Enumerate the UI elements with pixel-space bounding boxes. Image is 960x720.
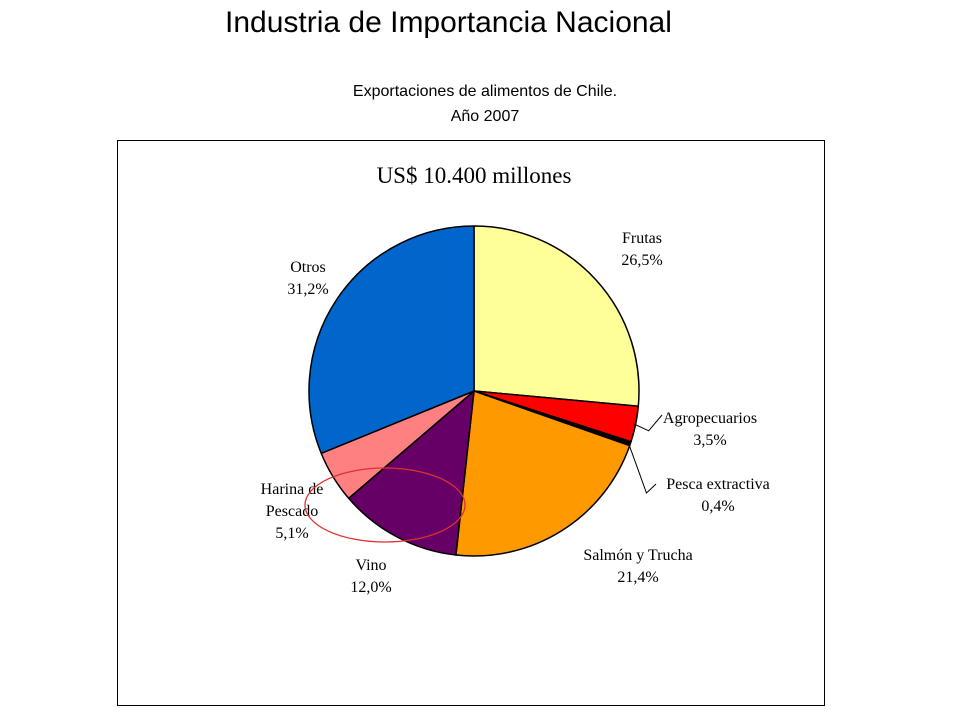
pie-slice-otros: [308, 225, 475, 455]
slice-name-label: Agropecuarios: [663, 410, 757, 427]
chart-title: US$ 10.400 millones: [377, 163, 572, 188]
chart-frame: [117, 140, 825, 706]
slice-name-label: Pescado: [266, 503, 318, 520]
pie-slices: [308, 225, 640, 557]
chart-subtitle-line1: Exportaciones de alimentos de Chile.: [352, 83, 618, 100]
highlight-circle: [304, 467, 466, 543]
pie-slice-frutas: [473, 225, 640, 408]
slice-value-label: 21,4%: [617, 569, 658, 586]
pie-slice-salm-n-y-trucha: [455, 390, 631, 557]
slice-value-label: 3,5%: [693, 432, 726, 449]
slice-name-label: Otros: [290, 259, 326, 276]
slice-name-label: Pesca extractiva: [666, 476, 770, 493]
slice-value-label: 31,2%: [287, 281, 328, 298]
slice-labels: Frutas 26,5% Agropecuarios 3,5% Pesca extrac…: [261, 230, 770, 596]
pie-slice-vino: [347, 390, 475, 556]
leader-line: [633, 414, 663, 432]
slice-value-label: 5,1%: [275, 525, 308, 542]
slice-name-label: Salmón y Trucha: [583, 547, 692, 564]
slice-name-label: Harina de: [261, 481, 324, 498]
slice-name-label: Vino: [355, 557, 386, 574]
slice-value-label: 12,0%: [350, 579, 391, 596]
leader-lines: [628, 414, 663, 494]
slice-name-label: Frutas: [622, 230, 662, 247]
chart-subtitle-line2: Año 2007: [450, 108, 520, 125]
page-title: Industria de Importancia Nacional: [225, 6, 672, 39]
slice-value-label: 26,5%: [621, 252, 662, 269]
leader-line: [628, 442, 657, 494]
slice-value-label: 0,4%: [701, 498, 734, 515]
